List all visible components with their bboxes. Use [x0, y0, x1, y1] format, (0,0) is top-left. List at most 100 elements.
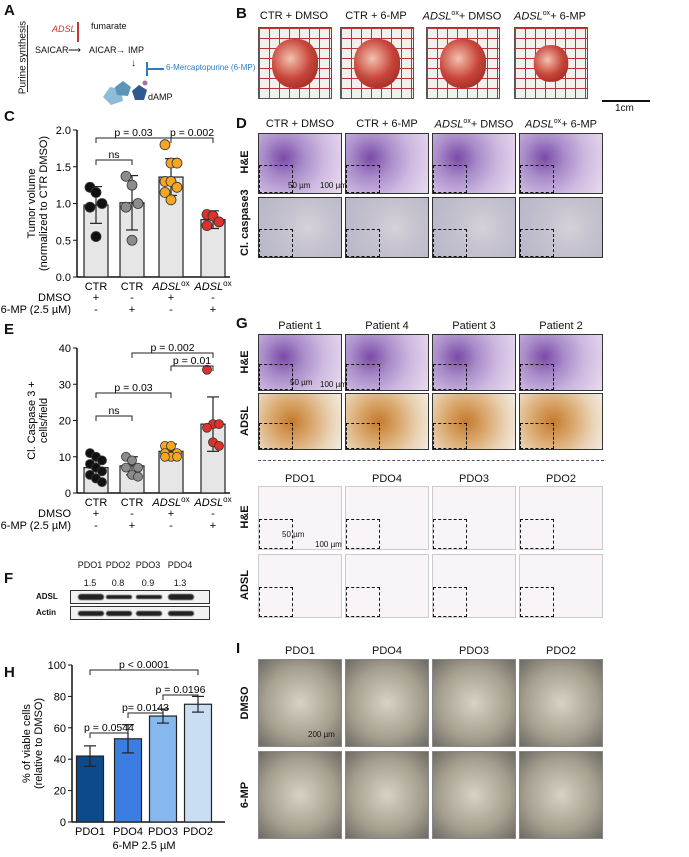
condition-sign: + — [129, 520, 135, 532]
p-value-label: ns — [108, 149, 119, 161]
pdo-adsl-image — [519, 554, 603, 618]
tumor — [533, 44, 569, 82]
scale-label: 50 µm — [288, 181, 311, 190]
panel-label-e: E — [4, 321, 15, 338]
inset-box — [259, 587, 294, 617]
panel-label-h: H — [4, 664, 15, 681]
condition-header: CTR + 6-MP — [345, 118, 429, 130]
significance-bracket — [95, 159, 133, 165]
data-point — [84, 201, 96, 213]
blot-strip — [70, 590, 210, 604]
condition-sign: + — [210, 520, 216, 532]
pdo-header: PDO2 — [546, 473, 576, 485]
data-point — [97, 466, 107, 477]
tumor-volume-chart: 0.0 0.5 1.0 1.5 2.0 Tumor volume (normalized t… — [1, 125, 232, 315]
significance-bracket — [170, 137, 214, 143]
panel-label-d: D — [236, 115, 247, 132]
category-name: ADSL — [193, 497, 223, 509]
y-tick-label: 1.0 — [56, 199, 71, 211]
inset-box — [520, 363, 555, 390]
arrow-icon: ⟶ — [68, 45, 81, 55]
condition-header: ADSLox+ DMSO — [422, 10, 502, 23]
condition-row-label: 6-MP (2.5 µM) — [1, 520, 71, 532]
data-point — [126, 234, 138, 246]
caspase3-stain-image — [345, 197, 429, 258]
x-tick-label: ADSLox — [193, 495, 231, 509]
condition-sign: - — [94, 304, 98, 315]
inset-box — [520, 519, 555, 549]
gene-name: ADSL — [514, 10, 543, 23]
data-point — [160, 451, 170, 462]
protein-band — [78, 594, 104, 600]
inset-box — [520, 228, 555, 257]
pdo-header: PDO2 — [546, 645, 576, 657]
dmso-brightfield-image — [432, 659, 516, 747]
x-tick-label: PDO3 — [148, 826, 178, 838]
y-tick-label: 20 — [59, 416, 71, 428]
y-tick-label: 2.0 — [56, 125, 71, 137]
he-stain-image — [432, 133, 516, 194]
condition-sign: - — [94, 520, 98, 532]
quant-value: 0.9 — [141, 578, 155, 588]
inset-box — [433, 422, 468, 449]
row-label-he: H&E — [239, 150, 251, 174]
inset-box — [433, 587, 468, 617]
y-tick-label: 0.5 — [56, 235, 71, 247]
scale-label: 100 µm — [320, 181, 347, 190]
inset-box — [520, 164, 555, 193]
category-name: PDO4 — [113, 826, 143, 838]
superscript: ox — [463, 118, 471, 125]
inset-box — [520, 587, 555, 617]
aicar-label: AICAR — [89, 45, 117, 55]
category-name: ADSL — [151, 281, 181, 293]
pdo-he-image — [345, 486, 429, 550]
data-point — [171, 157, 183, 169]
y-axis-label: Tumor volume — [26, 169, 38, 239]
panel-label-g: G — [236, 315, 248, 332]
saicar-label: SAICAR — [35, 45, 69, 55]
x-axis-label: 6-MP 2.5 µM — [113, 840, 176, 852]
p-value-label: p < 0.0001 — [119, 659, 169, 671]
significance-bracket — [89, 732, 129, 738]
scale-label: 50 µm — [282, 530, 305, 539]
patient-he-image — [258, 334, 342, 391]
caspase3-stain-image — [258, 197, 342, 258]
data-point — [133, 471, 143, 482]
adsl-arrow-icon — [77, 22, 79, 42]
superscript: ox — [542, 10, 551, 17]
condition-header-text: + 6-MP — [561, 118, 597, 131]
data-point — [97, 477, 107, 488]
superscript: ox — [553, 118, 562, 125]
p-value-label: p= 0.0143 — [122, 702, 169, 714]
p-value-label: p = 0.01 — [173, 355, 211, 367]
arrow-icon: → — [116, 45, 125, 55]
pdo-he-image — [258, 486, 342, 550]
significance-bracket — [127, 712, 164, 718]
protein-band — [106, 610, 132, 616]
significance-bracket — [95, 392, 172, 398]
viability-chart: 0 20 40 60 80 100 % of viable cells (relative t… — [21, 659, 225, 852]
tumor — [271, 38, 319, 88]
pdo-header: PDO1 — [285, 645, 315, 657]
6mp-brightfield-image — [519, 751, 603, 839]
condition-header-text: CTR + 6-MP — [345, 10, 407, 22]
condition-header-text: + DMSO — [458, 10, 502, 23]
protein-band — [106, 594, 132, 600]
inset-box — [433, 228, 468, 257]
scale-label: 50 µm — [290, 378, 313, 387]
data-point — [213, 216, 225, 228]
patient-header: Patient 4 — [365, 320, 409, 332]
row-label: ADSL — [239, 406, 251, 436]
inset-box — [346, 587, 381, 617]
drug-label: 6-Mercaptopurine (6-MP) — [166, 63, 256, 72]
significance-bracket — [89, 669, 199, 675]
patient-header: Patient 3 — [452, 320, 496, 332]
x-tick-label: ADSLox — [151, 495, 189, 509]
tumor-photo — [258, 27, 332, 99]
y-tick-label: 60 — [54, 723, 66, 735]
category-name: CTR — [121, 497, 144, 509]
quant-value: 1.3 — [173, 578, 187, 588]
condition-sign: - — [169, 304, 173, 315]
tumor — [439, 38, 487, 88]
data-point — [127, 455, 137, 466]
